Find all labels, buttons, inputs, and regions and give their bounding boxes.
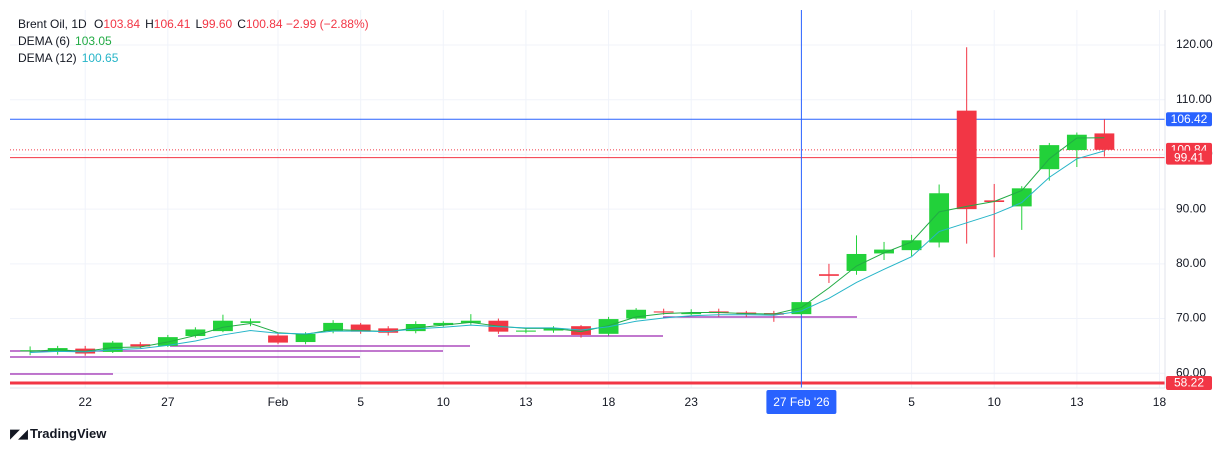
candle-body xyxy=(185,329,206,337)
candle-body xyxy=(901,240,922,251)
x-tick-label: 22 xyxy=(79,395,93,409)
price-label: 106.42 xyxy=(1171,112,1208,126)
x-tick-label: 23 xyxy=(685,395,699,409)
candle-body xyxy=(268,335,288,343)
candle-body xyxy=(213,320,233,332)
crosshair-label: 27 Feb '26 xyxy=(773,395,830,409)
x-tick-label: 5 xyxy=(357,395,364,409)
x-tick-label: Feb xyxy=(268,395,289,409)
drawings xyxy=(10,316,857,375)
candle-body xyxy=(516,330,536,332)
candle-body xyxy=(626,309,647,319)
candle-body xyxy=(1094,133,1115,150)
candle-body xyxy=(295,333,316,343)
candle-body xyxy=(240,321,261,323)
candle-body xyxy=(819,274,839,276)
symbol: Brent Oil, 1D xyxy=(18,17,87,31)
candle-body xyxy=(433,322,454,326)
y-tick-label: 120.00 xyxy=(1176,37,1213,51)
brand-name: TradingView xyxy=(30,426,107,441)
price-label: 58.22 xyxy=(1174,376,1204,390)
candle-body xyxy=(571,326,591,335)
dema-line xyxy=(30,150,1105,353)
y-tick-label: 80.00 xyxy=(1176,256,1206,270)
candle-body xyxy=(956,110,977,210)
legend-entry: DEMA (12) 100.65 xyxy=(18,50,118,67)
x-tick-label: 18 xyxy=(1153,395,1167,409)
legend-entry: DEMA (6) 103.05 xyxy=(18,33,118,50)
candle-body xyxy=(929,193,950,243)
y-tick-label: 60.00 xyxy=(1176,365,1206,379)
x-tick-label: 5 xyxy=(908,395,915,409)
legend-value: 100.65 xyxy=(81,51,119,65)
candle-body xyxy=(681,312,702,315)
brand: ◤◢ TradingView xyxy=(10,426,106,442)
y-tick-label: 90.00 xyxy=(1176,201,1206,215)
field-value: 100.84 xyxy=(245,17,283,31)
legend-value: 103.05 xyxy=(75,34,112,48)
candle-body xyxy=(653,311,674,313)
indicator-lines xyxy=(30,137,1105,353)
y-tick-label: 110.00 xyxy=(1176,92,1212,106)
legend-name: DEMA (12) xyxy=(18,51,77,65)
candle-body xyxy=(378,328,399,333)
candle-body xyxy=(157,337,178,346)
logo: ◤◢ xyxy=(10,426,28,441)
field-value: 99.60 xyxy=(202,17,233,31)
x-tick-label: 10 xyxy=(437,395,451,409)
crosshair-label-box xyxy=(766,390,837,414)
x-tick-label: 27 xyxy=(161,395,175,409)
candle-body xyxy=(543,328,564,331)
header-legend: Brent Oil, 1D O103.84 H106.41 L99.60 C100.8… xyxy=(18,16,369,33)
axes: 60.0070.0080.0090.00100.00110.00120.0022… xyxy=(79,37,1213,414)
candle-body xyxy=(130,344,151,347)
price-label: 99.41 xyxy=(1174,150,1204,164)
indicator-legend: DEMA (6) 103.05 DEMA (12) 100.65 xyxy=(18,33,118,67)
y-tick-label: 70.00 xyxy=(1176,311,1206,325)
x-tick-label: 10 xyxy=(988,395,1002,409)
candle-body xyxy=(20,350,41,352)
dema-line xyxy=(30,137,1105,352)
price-label-box xyxy=(1166,375,1212,390)
candle-body xyxy=(350,324,371,332)
x-tick-label: 13 xyxy=(1070,395,1084,409)
ohlc: O103.84 H106.41 L99.60 C100.84 xyxy=(90,17,283,31)
candle-body xyxy=(1039,145,1060,170)
candle-body xyxy=(874,249,894,254)
x-tick-label: 18 xyxy=(602,395,616,409)
change: −2.99 (−2.88%) xyxy=(285,17,369,31)
candle-body xyxy=(1066,134,1087,151)
field-label: C xyxy=(237,17,246,31)
field-value: 106.41 xyxy=(153,17,191,31)
candle-body xyxy=(323,322,344,332)
candle-body xyxy=(460,320,481,323)
candle-body xyxy=(791,302,812,315)
candle-body xyxy=(846,253,867,271)
price-label-box xyxy=(1166,112,1212,127)
field-label: O xyxy=(94,17,104,31)
field-value: 103.84 xyxy=(103,17,141,31)
x-tick-label: 13 xyxy=(519,395,533,409)
field-label: H xyxy=(145,17,154,31)
field-label: L xyxy=(195,17,203,31)
legend-name: DEMA (6) xyxy=(18,34,71,48)
price-label-box xyxy=(1166,150,1212,165)
